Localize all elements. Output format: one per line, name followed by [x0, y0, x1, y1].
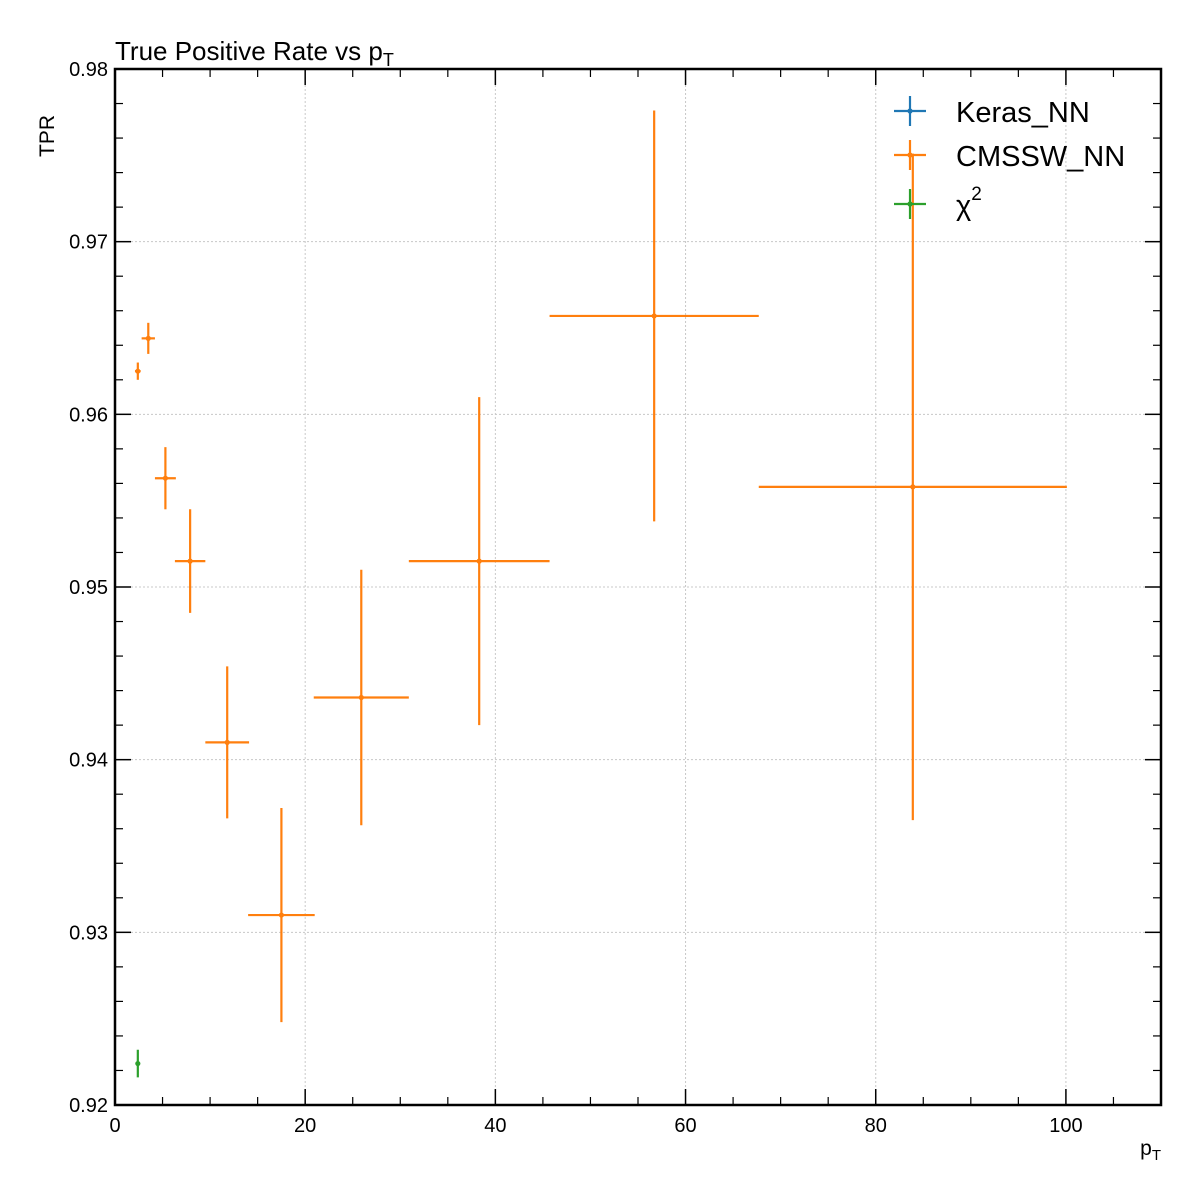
legend-label: CMSSW_NN — [956, 141, 1125, 173]
x-tick-label: 100 — [1049, 1115, 1082, 1137]
point-marker — [477, 559, 482, 564]
y-tick-label: 0.96 — [69, 404, 108, 426]
point-marker — [225, 740, 230, 745]
point-marker — [652, 313, 657, 318]
y-tick-label: 0.94 — [69, 750, 108, 772]
legend-marker-dot — [907, 108, 912, 113]
legend-label: Keras_NN — [956, 97, 1090, 129]
point-marker — [135, 1061, 140, 1066]
y-tick-label: 0.97 — [69, 232, 108, 254]
chart-title: True Positive Rate vs pT — [115, 36, 394, 70]
legend-marker-dot — [907, 152, 912, 157]
legend-label-superscript: 2 — [971, 184, 982, 205]
x-tick-label: 20 — [294, 1115, 316, 1137]
y-tick-label: 0.95 — [69, 577, 108, 599]
point-marker — [910, 484, 915, 489]
x-tick-label: 0 — [109, 1115, 120, 1137]
y-tick-label: 0.92 — [69, 1095, 108, 1117]
point-marker — [279, 912, 284, 917]
legend-marker-dot — [907, 201, 912, 206]
point-marker — [163, 476, 168, 481]
x-tick-label: 80 — [865, 1115, 887, 1137]
point-marker — [188, 559, 193, 564]
y-tick-label: 0.98 — [69, 59, 108, 81]
y-tick-label: 0.93 — [69, 922, 108, 944]
x-tick-label: 40 — [484, 1115, 506, 1137]
point-marker — [146, 336, 151, 341]
point-marker — [359, 695, 364, 700]
y-axis-label: TPR — [36, 115, 59, 157]
x-tick-label: 60 — [674, 1115, 696, 1137]
point-marker — [135, 369, 140, 374]
